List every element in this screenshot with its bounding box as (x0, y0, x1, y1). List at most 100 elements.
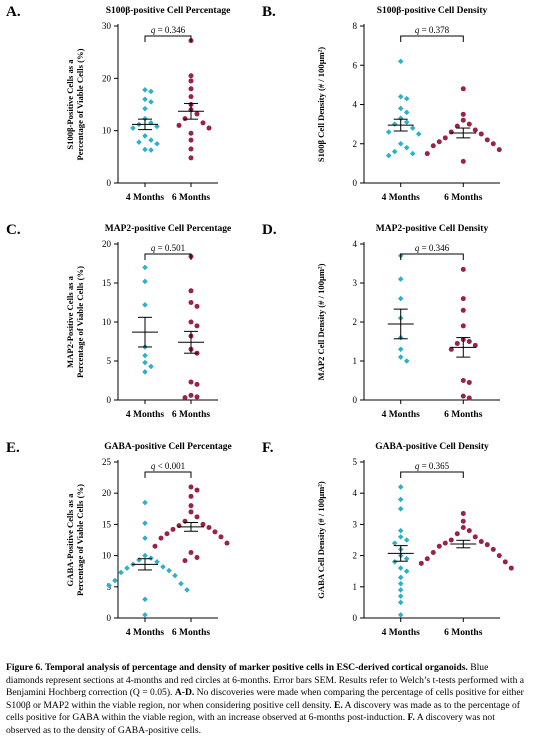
data-point-6-months (436, 543, 442, 549)
x-tick-label: 6 Months (444, 410, 483, 420)
panel-letter: F. (262, 440, 274, 456)
data-point-4-months (391, 148, 398, 155)
chart-panel-4: D. MAP2-positive Cell Density MAP2 Cell De… (262, 222, 500, 420)
x-tick-label: 4 Months (382, 410, 421, 420)
y-tick-label: 10 (102, 317, 112, 327)
panel-letter: C. (6, 222, 21, 238)
data-point-4-months (172, 572, 178, 579)
data-point-6-months (194, 514, 200, 520)
caption-text-4: A discovery was not observed as to the d… (6, 712, 495, 736)
data-point-4-months (136, 557, 142, 563)
x-tick-label: 4 Months (382, 628, 421, 638)
y-tick-label: 30 (102, 21, 112, 31)
y-tick-label: 2 (353, 317, 358, 327)
data-point-4-months (397, 612, 404, 618)
data-point-4-months (403, 555, 410, 562)
data-point-6-months (188, 137, 194, 143)
y-tick-label: 3 (353, 278, 358, 288)
data-point-6-months (496, 553, 502, 559)
data-point-6-months (194, 303, 200, 309)
data-point-4-months (415, 131, 422, 137)
data-point-6-months (436, 139, 442, 145)
data-point-4-months (112, 577, 118, 584)
data-point-4-months (142, 146, 148, 153)
data-point-6-months (472, 342, 478, 348)
data-point-4-months (148, 99, 154, 105)
data-point-4-months (397, 599, 404, 606)
significance-bracket (400, 253, 464, 260)
y-axis-label: GABA-Positive Cells as a (65, 493, 75, 587)
data-point-4-months (142, 535, 148, 541)
data-point-6-months (448, 346, 454, 352)
data-point-4-months (397, 506, 404, 512)
data-point-6-months (466, 339, 472, 344)
data-point-4-months (166, 567, 172, 574)
data-point-6-months (188, 73, 194, 79)
data-point-6-months (194, 487, 200, 493)
data-point-6-months (454, 531, 460, 537)
data-point-6-months (218, 534, 224, 540)
data-point-4-months (397, 484, 404, 490)
chart-panel-2: B. S100β-positive Cell Density S100β Cell … (262, 4, 502, 203)
data-point-4-months (142, 115, 148, 122)
data-point-4-months (403, 119, 410, 125)
y-axis-label: S100β-Positive Cells as a (65, 59, 75, 150)
panel-title: S100β-positive Cell Percentage (106, 6, 231, 16)
data-point-6-months (188, 493, 194, 499)
chart-panel-3: C. MAP2-positive Cell Percentage MAP2-Posi… (6, 222, 231, 420)
data-point-4-months (142, 369, 148, 375)
data-point-6-months (176, 122, 182, 128)
q-value-label: q = 0.365 (415, 461, 450, 471)
data-point-6-months (460, 86, 466, 92)
data-point-6-months (188, 146, 194, 152)
y-tick-label: 20 (102, 73, 112, 83)
data-point-4-months (142, 352, 148, 359)
data-point-6-months (188, 130, 194, 136)
data-point-4-months (142, 520, 148, 526)
y-tick-label: 2 (353, 551, 358, 561)
y-axis-label: Percentage of Viable Cells (%) (75, 484, 85, 596)
data-point-6-months (484, 542, 490, 548)
figure-caption: Figure 6. Temporal analysis of percentag… (6, 662, 528, 738)
data-point-4-months (142, 264, 148, 271)
significance-bracket (144, 35, 192, 42)
y-tick-label: 6 (353, 60, 358, 70)
data-point-6-months (472, 127, 478, 133)
data-point-6-months (200, 120, 206, 126)
data-point-4-months (391, 121, 398, 127)
data-point-4-months (142, 87, 148, 93)
data-point-6-months (194, 554, 200, 560)
caption-label-ad: A-D. (174, 687, 195, 699)
x-tick-label: 4 Months (126, 410, 165, 420)
data-point-6-months (182, 518, 188, 524)
chart-panel-6: F. GABA-positive Cell Density GABA Cell De… (262, 440, 514, 638)
data-point-6-months (466, 379, 472, 385)
figure-canvas: A. S100β-positive Cell Percentage S100β-Po… (6, 4, 514, 638)
y-tick-label: 8 (353, 21, 358, 31)
q-value-label: q = 0.346 (415, 243, 450, 253)
caption-label-e: E. (334, 699, 343, 711)
q-value-label: q < 0.001 (151, 461, 185, 471)
significance-bracket (144, 471, 192, 478)
data-point-6-months (188, 484, 194, 490)
data-point-6-months (466, 121, 472, 127)
data-point-6-months (460, 307, 466, 313)
y-tick-label: 4 (353, 100, 358, 110)
data-point-4-months (148, 555, 154, 561)
data-point-6-months (454, 123, 460, 129)
data-point-6-months (460, 518, 466, 524)
data-point-4-months (397, 593, 404, 599)
data-point-6-months (442, 135, 448, 141)
panel-title: S100β-positive Cell Density (377, 6, 488, 16)
data-point-4-months (397, 534, 404, 540)
data-point-6-months (224, 540, 230, 546)
data-point-4-months (154, 559, 160, 565)
data-point-6-months (188, 300, 194, 305)
data-point-4-months (403, 109, 410, 116)
data-point-4-months (391, 559, 398, 565)
caption-label-f: F. (407, 712, 415, 724)
data-point-4-months (142, 499, 148, 506)
data-point-6-months (188, 319, 194, 325)
data-point-4-months (391, 540, 398, 546)
y-tick-label: 0 (107, 395, 112, 405)
